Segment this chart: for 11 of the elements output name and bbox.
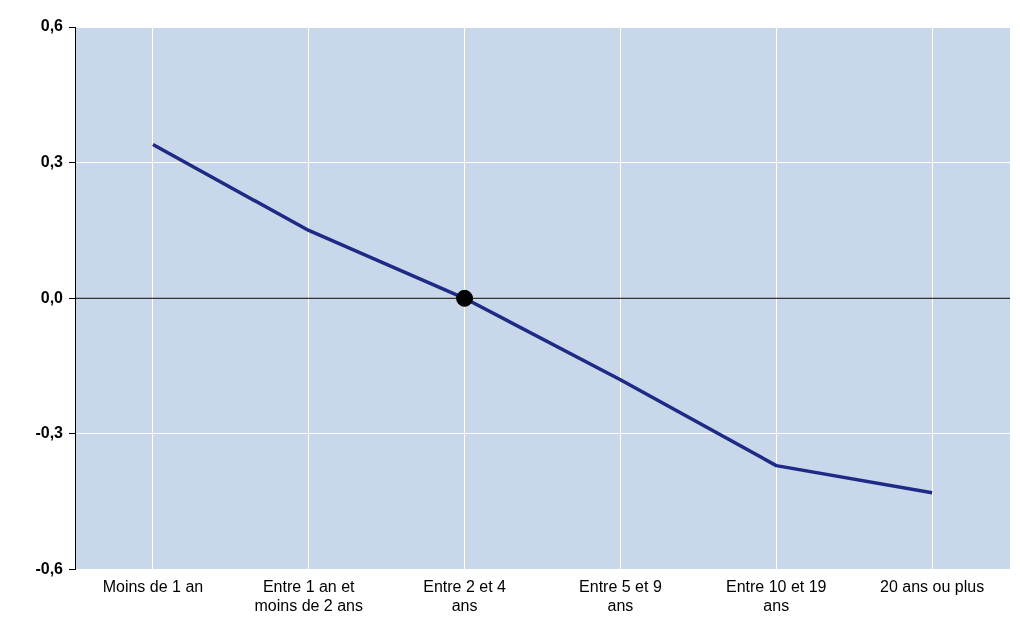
x-tick-label: 20 ans ou plus	[880, 577, 985, 595]
x-tick-label: Moins de 1 an	[102, 577, 204, 595]
y-tick-label: -0,6	[35, 560, 64, 578]
y-tick-label: 0,3	[40, 153, 64, 171]
y-tick-label: 0,0	[40, 288, 64, 306]
y-tick-label: -0,3	[35, 424, 64, 442]
x-tick-label: Entre 1 an et moins de 2 ans	[254, 577, 364, 614]
x-tick-label: Entre 5 et 9 ans	[579, 577, 662, 614]
x-tick-label: Entre 2 et 4 ans	[423, 577, 507, 614]
x-tick-label: Entre 10 et 19 ans	[725, 577, 827, 614]
y-tick-label: 0,6	[40, 17, 64, 35]
